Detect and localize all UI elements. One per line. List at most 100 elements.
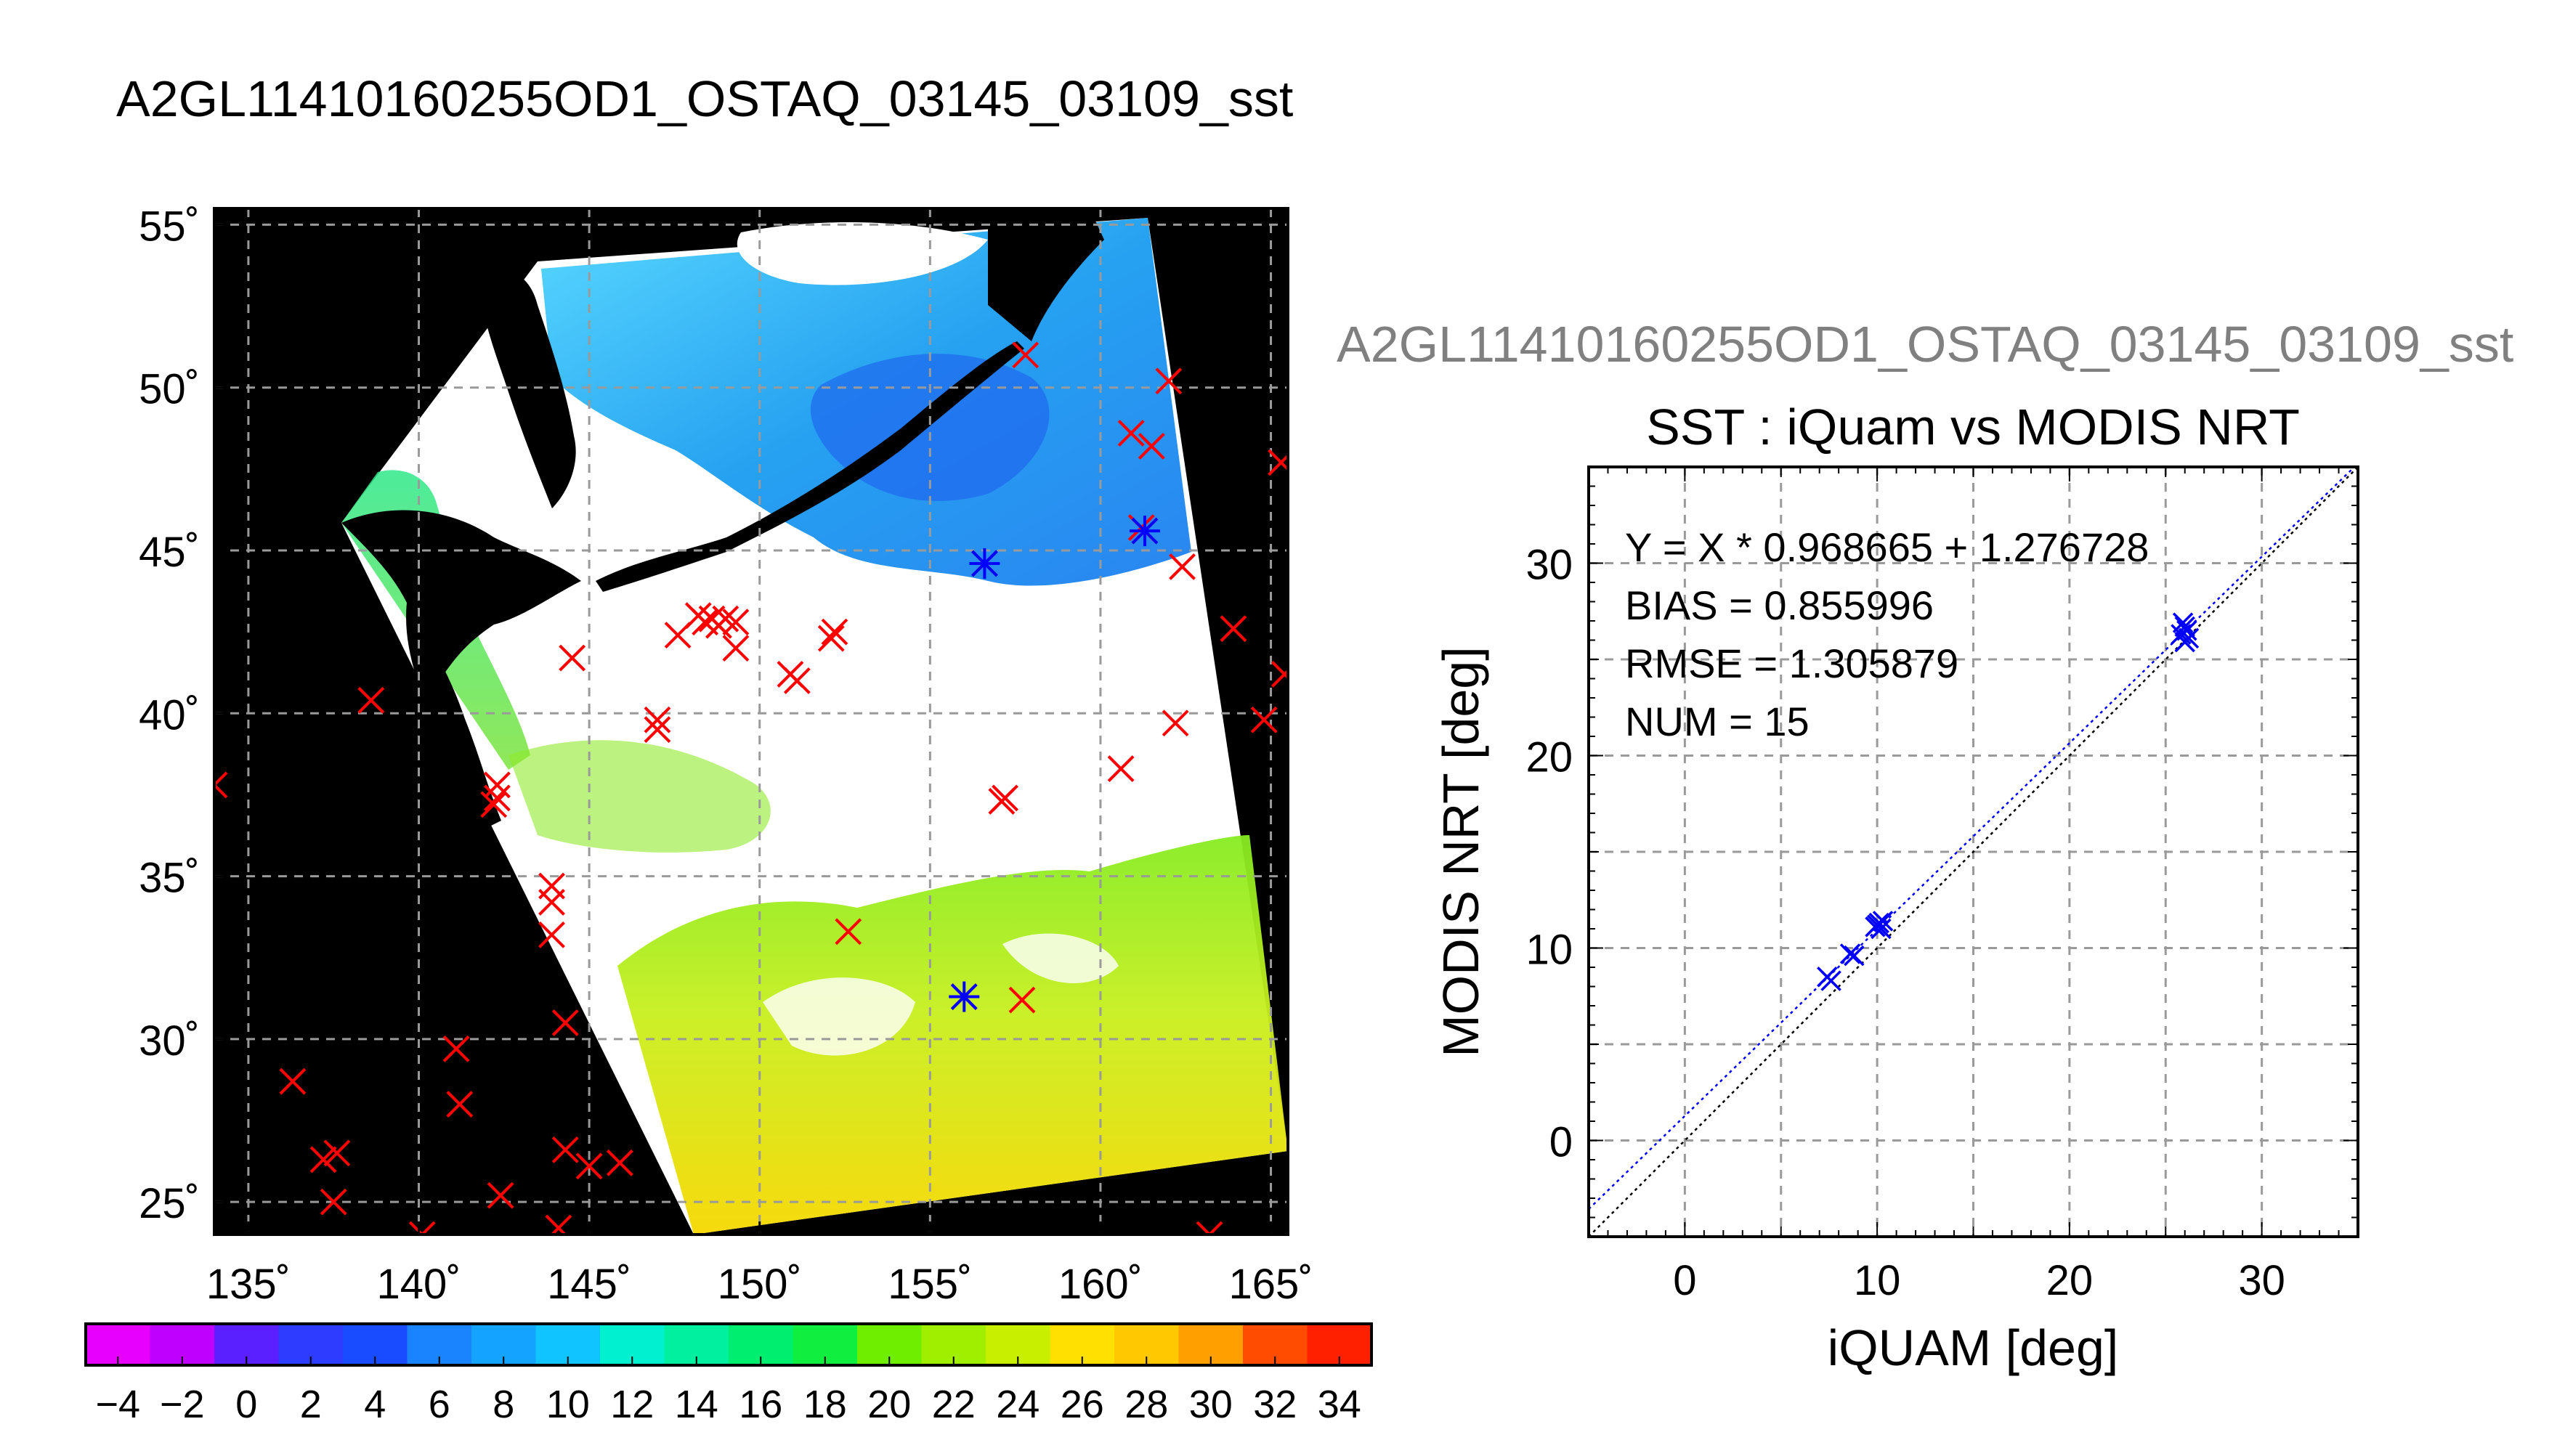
red-x-stroke xyxy=(1138,433,1165,460)
red-x-stroke xyxy=(817,625,845,652)
red-x-stroke xyxy=(487,1182,514,1209)
map-lat-tick-label: 50˚ xyxy=(139,366,200,413)
colorbar-tick-label: 0 xyxy=(235,1383,257,1426)
sst-map: 135˚ 140˚ 145˚ 150˚ 155˚ 160˚ 165˚ 25˚ 30˚ 35˚ 40˚… xyxy=(139,203,1313,1308)
red-x-stroke xyxy=(835,918,862,945)
red-x-marker xyxy=(1169,553,1196,580)
red-x-marker xyxy=(545,1214,572,1235)
red-x-marker xyxy=(214,771,228,799)
land-kurils xyxy=(596,341,1024,592)
colorbar-tick-label: 16 xyxy=(739,1383,782,1426)
map-lon-tick-label: 165˚ xyxy=(1228,1261,1313,1308)
map-lon-tick-label: 145˚ xyxy=(547,1261,631,1308)
colorbar-tick-label: −2 xyxy=(160,1383,205,1426)
red-x-stroke xyxy=(1220,615,1247,643)
scatter-point-stroke xyxy=(1844,945,1865,967)
red-x-stroke xyxy=(1155,367,1183,395)
red-x-marker xyxy=(1250,706,1278,733)
bias-stat: BIAS = 0.855996 xyxy=(1625,582,1934,628)
red-x-marker xyxy=(821,618,848,646)
colorbar-tick-label: −4 xyxy=(95,1383,140,1426)
map-lon-tick-label: 150˚ xyxy=(718,1261,802,1308)
red-x-stroke xyxy=(550,1214,572,1235)
colorbar-tick-label: 6 xyxy=(429,1383,450,1426)
land-honshu xyxy=(406,603,501,835)
scatter-x-tick-label: 0 xyxy=(1673,1257,1696,1304)
scatter-file-label: A2GL11410160255OD1_OSTAQ_03145_03109_sst xyxy=(1337,316,2513,373)
red-x-marker xyxy=(446,1091,474,1118)
red-x-stroke xyxy=(1250,706,1278,733)
map-axis-ticks: 135˚ 140˚ 145˚ 150˚ 155˚ 160˚ 165˚ 25˚ 30˚ 35˚ 40˚… xyxy=(139,203,1313,1308)
colorbar-tick-label: 12 xyxy=(610,1383,654,1426)
colorbar-tick-label: 10 xyxy=(546,1383,590,1426)
colorbar-tick-label: 32 xyxy=(1253,1383,1297,1426)
red-x-stroke xyxy=(323,1139,351,1167)
scatter-point-stroke xyxy=(1839,943,1861,964)
scatter-y-tick-label: 20 xyxy=(1525,734,1573,781)
colorbar-tick-label: 26 xyxy=(1061,1383,1104,1426)
red-x-marker xyxy=(357,686,385,714)
red-x-marker xyxy=(817,625,845,652)
red-x-stroke xyxy=(1162,709,1189,737)
map-lat-tick-label: 35˚ xyxy=(139,855,200,902)
red-x-marker xyxy=(644,706,671,733)
page-title: A2GL11410160255OD1_OSTAQ_03145_03109_sst xyxy=(116,70,1293,127)
scatter-point xyxy=(1839,943,1861,964)
map-lat-tick-label: 25˚ xyxy=(139,1180,200,1227)
scatter-points xyxy=(1817,612,2200,991)
red-x-stroke xyxy=(420,1221,436,1235)
colorbar-tick-label: 18 xyxy=(803,1383,847,1426)
red-x-marker xyxy=(309,1146,337,1174)
red-x-marker xyxy=(1271,661,1288,688)
red-x-stroke xyxy=(1117,420,1145,447)
scatter-point-stroke xyxy=(1820,970,1841,991)
red-x-marker xyxy=(551,1009,579,1036)
red-x-marker xyxy=(538,872,565,900)
blue-star-marker xyxy=(1129,516,1160,547)
red-x-stroke xyxy=(575,1152,603,1180)
red-x-stroke xyxy=(606,1149,633,1176)
red-x-stroke xyxy=(551,1009,579,1036)
map-lat-tick-label: 30˚ xyxy=(139,1017,200,1065)
scatter-plot: 0 0 10 10 20 20 30 30 Y = X * 0.968665 + 1.2767… xyxy=(1432,465,2359,1376)
red-x-marker xyxy=(487,1182,514,1209)
scatter-xlabel: iQUAM [deg] xyxy=(1828,1319,2119,1376)
red-x-marker xyxy=(1162,709,1189,737)
map-lat-tick-label: 45˚ xyxy=(139,529,200,576)
map-lat-tick-label: 40˚ xyxy=(139,691,200,739)
red-x-marker xyxy=(484,784,511,812)
swath-warm-sst xyxy=(617,835,1288,1235)
map-markers xyxy=(214,341,1288,1235)
red-x-marker xyxy=(992,784,1018,812)
red-x-stroke xyxy=(821,618,848,646)
red-x-marker xyxy=(644,716,671,744)
red-x-stroke xyxy=(1012,341,1040,369)
scatter-point-stroke xyxy=(2178,627,2200,649)
scatter-point xyxy=(2171,624,2192,645)
scatter-title: SST : iQuam vs MODIS NRT xyxy=(1646,399,2300,455)
swath-green-mid xyxy=(508,740,771,853)
red-x-marker xyxy=(279,1067,307,1095)
colorbar-tick-label: 30 xyxy=(1189,1383,1233,1426)
red-x-marker xyxy=(575,1152,603,1180)
colorbar-tick-label: 8 xyxy=(493,1383,514,1426)
red-x-marker xyxy=(559,644,586,672)
red-x-stroke xyxy=(357,686,385,714)
identity-line xyxy=(1589,467,2358,1237)
swath-warm-clouds xyxy=(763,933,1119,1056)
num-stat: NUM = 15 xyxy=(1625,699,1810,744)
map-gridlines xyxy=(214,208,1288,1235)
red-x-marker xyxy=(323,1139,351,1167)
red-x-marker xyxy=(606,1149,633,1176)
red-x-stroke xyxy=(1207,1221,1223,1235)
scatter-x-tick-label: 10 xyxy=(1854,1257,1901,1304)
red-x-stroke xyxy=(1107,755,1135,782)
scatter-y-tick-label: 10 xyxy=(1525,927,1573,974)
map-lon-tick-label: 155˚ xyxy=(888,1261,972,1308)
rmse-stat: RMSE = 1.305879 xyxy=(1625,640,1958,686)
red-x-stroke xyxy=(712,605,739,633)
scatter-y-tick-label: 0 xyxy=(1549,1119,1573,1166)
red-x-marker xyxy=(1196,1221,1223,1235)
colorbar-tick-label: 24 xyxy=(996,1383,1040,1426)
